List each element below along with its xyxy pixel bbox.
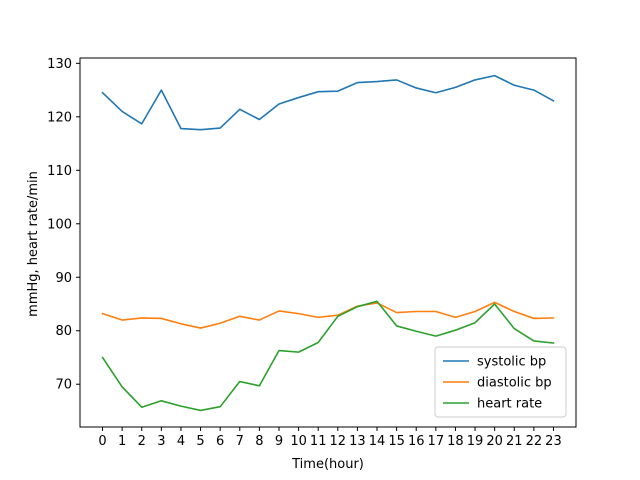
legend-label: heart rate [477,397,542,412]
x-tick-label: 12 [330,434,347,449]
x-tick-label: 9 [275,434,283,449]
axes: 0 1 2 3 4 5 6 7 8 9 10 11 12 13 14 15 16 17 18 19 20 21 22 2370… [47,57,577,449]
x-tick-label: 23 [545,434,562,449]
x-tick-label: 15 [388,434,405,449]
x-tick-label: 3 [157,434,165,449]
x-tick-label: 10 [290,434,307,449]
y-tick-label: 110 [47,164,72,179]
x-tick-label: 11 [310,434,327,449]
y-tick-label: 80 [55,324,72,339]
x-axis-label: Time(hour) [291,457,364,472]
x-tick-label: 17 [428,434,445,449]
plot-area [101,74,555,412]
x-tick-label: 14 [369,434,386,449]
series-line-diastolic-bp [101,301,555,329]
legend-box [434,346,567,418]
x-tick-label: 19 [467,434,484,449]
x-tick-label: 21 [506,434,523,449]
x-tick-label: 20 [486,434,503,449]
plot-frame [79,57,577,428]
legend: systolic bp diastolic bp heart rate [434,346,567,418]
y-axis-label: mmHg, heart rate/min [26,171,41,317]
x-tick-label: 22 [526,434,543,449]
legend-label: diastolic bp [477,376,552,391]
legend-label: systolic bp [477,355,546,370]
x-tick-label: 13 [349,434,366,449]
y-tick-label: 120 [47,110,72,125]
x-tick-label: 18 [447,434,464,449]
x-tick-label: 6 [216,434,224,449]
series-line-heart-rate [101,300,555,412]
x-tick-label: 4 [177,434,185,449]
x-tick-label: 8 [255,434,263,449]
x-tick-label: 1 [118,434,126,449]
x-tick-label: 0 [98,434,106,449]
series-line-systolic-bp [101,74,555,131]
y-tick-label: 70 [55,378,72,393]
x-tick-label: 7 [236,434,244,449]
x-tick-label: 2 [138,434,146,449]
y-tick-label: 90 [55,271,72,286]
y-tick-label: 130 [47,57,72,72]
x-tick-label: 5 [196,434,204,449]
x-tick-label: 16 [408,434,425,449]
y-tick-label: 100 [47,217,72,232]
